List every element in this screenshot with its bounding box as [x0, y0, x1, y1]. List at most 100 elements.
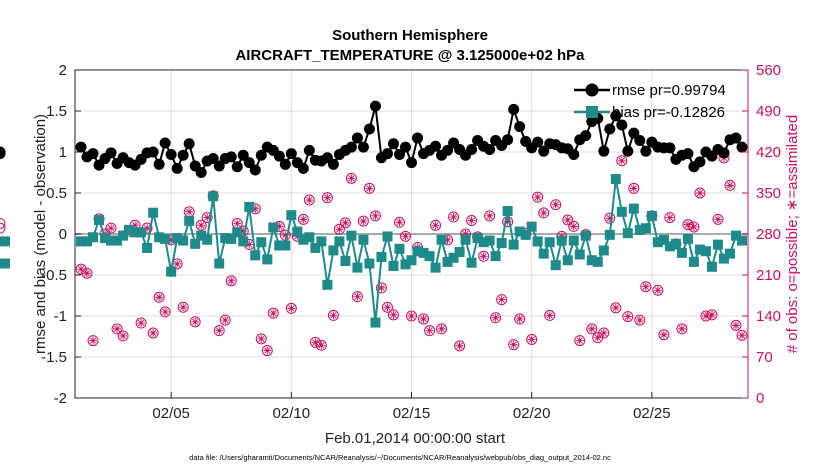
obs-possible-circle	[562, 214, 574, 226]
rmse-point	[177, 149, 189, 161]
obs-marker	[436, 323, 448, 335]
obs-possible-circle	[357, 215, 369, 227]
rmse-point	[87, 148, 99, 160]
y-right-tick-label: 420	[756, 144, 781, 161]
obs-possible-circle	[406, 310, 417, 322]
obs-assimilated-star	[623, 312, 632, 321]
obs-marker	[351, 291, 363, 303]
bias-point	[220, 233, 231, 244]
x-tick-label: 02/10	[273, 405, 311, 422]
obs-possible-circle	[297, 213, 309, 225]
rmse-point	[694, 156, 706, 168]
obs-assimilated-star	[257, 334, 266, 343]
bias-point	[340, 256, 351, 267]
obs-assimilated-star	[665, 213, 674, 222]
obs-assimilated-star	[83, 269, 92, 278]
obs-assimilated-star	[131, 221, 140, 230]
obs-marker	[75, 263, 87, 275]
bias-point	[400, 259, 411, 270]
obs-possible-circle	[724, 179, 736, 191]
obs-possible-circle	[538, 207, 550, 219]
y-tick-label: 1	[59, 144, 67, 161]
obs-marker	[640, 281, 652, 293]
bias-point	[628, 203, 639, 214]
obs-possible-circle	[604, 212, 616, 224]
bias-point	[178, 235, 189, 246]
bias-point	[436, 234, 447, 245]
bias-point	[706, 261, 717, 272]
bias-point	[142, 242, 153, 253]
obs-possible-circle	[267, 307, 279, 319]
obs-assimilated-star	[371, 211, 380, 220]
obs-assimilated-star	[611, 303, 620, 312]
obs-possible-circle	[496, 294, 508, 306]
bias-point	[634, 224, 645, 235]
obs-possible-circle	[261, 345, 273, 357]
obs-assimilated-star	[617, 156, 626, 165]
obs-possible-circle	[430, 219, 442, 231]
bias-point	[382, 231, 393, 242]
obs-assimilated-star	[563, 215, 572, 224]
obs-marker	[694, 187, 706, 199]
bias-point	[310, 242, 321, 253]
obs-marker	[87, 335, 99, 347]
y-tick-label: -1.5	[41, 349, 67, 366]
footer-data-file: data file: /Users/gharamti/Documents/NCA…	[189, 453, 611, 462]
bias-point	[166, 266, 177, 277]
obs-assimilated-star	[431, 221, 440, 230]
bias-point	[76, 236, 87, 247]
obs-marker	[568, 220, 580, 232]
obs-possible-circle	[448, 211, 460, 223]
y-right-tick-label: 490	[756, 103, 781, 120]
rmse-point	[363, 123, 375, 135]
obs-assimilated-star	[491, 313, 500, 322]
bias-point	[562, 255, 573, 266]
obs-possible-circle	[544, 309, 556, 321]
obs-assimilated-star	[605, 214, 614, 223]
obs-possible-circle	[339, 217, 351, 229]
bias-point	[328, 245, 339, 256]
bias-series	[0, 174, 747, 328]
rmse-point	[297, 162, 309, 174]
obs-marker	[418, 313, 430, 325]
obs-assimilated-star	[695, 189, 704, 197]
rmse-point	[369, 100, 381, 112]
rmse-point	[736, 141, 748, 153]
rmse-point	[502, 134, 514, 146]
obs-marker	[712, 213, 724, 225]
bias-point	[238, 236, 249, 247]
rmse-point	[327, 158, 339, 170]
bias-point	[670, 238, 681, 249]
obs-possible-circle	[424, 325, 436, 337]
obs-marker	[213, 325, 225, 337]
obs-possible-circle	[598, 327, 610, 339]
bias-point	[262, 254, 273, 265]
y-axis-label: rmse and bias (model - observation)	[32, 114, 49, 354]
obs-possible-circle	[712, 213, 724, 225]
rmse-point	[303, 144, 315, 156]
obs-assimilated-star	[359, 217, 368, 226]
bias-point	[154, 232, 165, 243]
obs-assimilated-star	[161, 307, 170, 316]
bias-point	[520, 229, 531, 240]
obs-possible-circle	[490, 312, 502, 324]
obs-assimilated-star	[425, 326, 434, 335]
rmse-point	[610, 110, 622, 122]
obs-possible-circle	[418, 313, 430, 325]
obs-marker	[406, 310, 417, 322]
obs-possible-circle	[652, 284, 664, 296]
obs-possible-circle	[201, 212, 213, 224]
bias-point	[580, 230, 591, 241]
obs-possible-circle	[508, 339, 520, 351]
obs-marker	[183, 206, 195, 218]
obs-assimilated-star	[401, 232, 410, 241]
obs-possible-circle	[466, 215, 478, 227]
obs-marker	[267, 307, 279, 319]
bias-point	[160, 233, 171, 244]
obs-possible-circle	[682, 219, 694, 231]
obs-assimilated-star	[683, 220, 692, 229]
bias-point	[214, 258, 225, 269]
obs-marker	[153, 291, 165, 303]
obs-marker	[285, 302, 297, 314]
obs-assimilated-star	[587, 324, 596, 333]
